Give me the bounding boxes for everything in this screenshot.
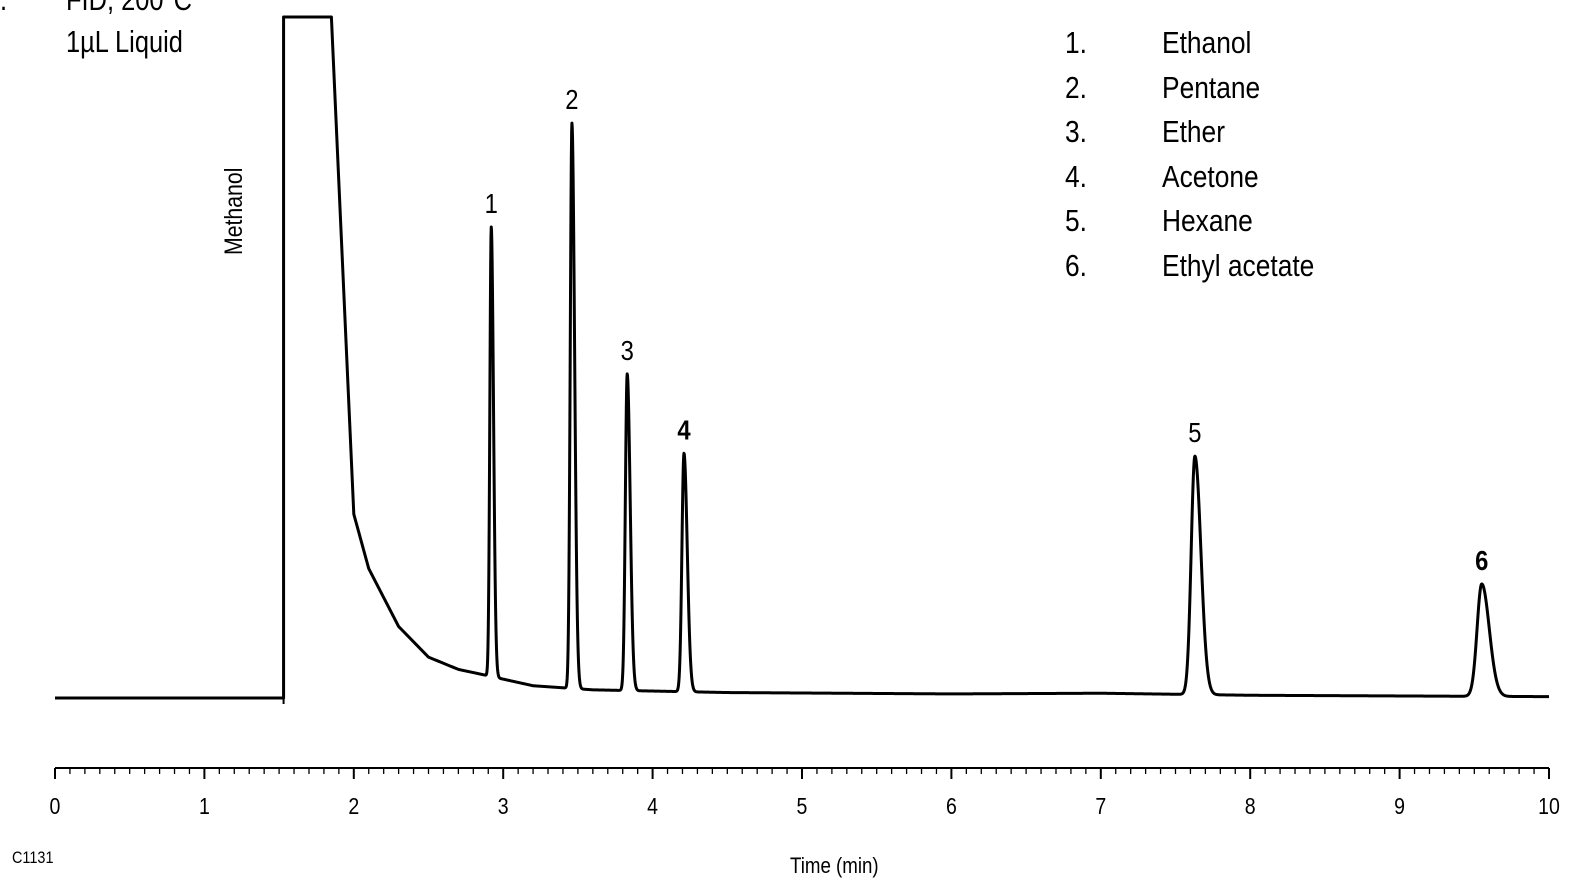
peak-number-label: 6 xyxy=(1475,544,1488,576)
x-tick-label: 8 xyxy=(1245,794,1256,820)
legend-number: 4. xyxy=(1065,158,1087,194)
legend-compound: Ether xyxy=(1162,114,1225,149)
x-tick-label: 5 xyxy=(797,794,808,820)
chromatogram-trace-group xyxy=(55,15,1551,704)
chromatogram-trace xyxy=(55,15,1551,700)
x-tick-label: 0 xyxy=(50,794,61,820)
time-axis: 0 1 2 3 4 5 6 7 8 9 10 xyxy=(50,767,1560,820)
x-tick-label: 2 xyxy=(348,794,359,820)
peak-number-label: 1 xyxy=(485,187,498,219)
legend-compound: Ethanol xyxy=(1162,25,1252,60)
peak-number-label: 2 xyxy=(565,83,578,115)
x-tick-label: 1 xyxy=(199,794,210,820)
legend-number: 1. xyxy=(1065,25,1087,60)
peak-number-label: 3 xyxy=(621,334,634,366)
x-tick-label: 6 xyxy=(946,794,957,820)
x-tick-label: 9 xyxy=(1394,794,1405,820)
peak-labels: 1 2 3 4 5 6 xyxy=(485,83,1489,576)
x-tick-label: 7 xyxy=(1095,794,1106,820)
x-tick-label: 3 xyxy=(498,794,509,820)
peak-number-label: 5 xyxy=(1188,416,1201,448)
legend-number: 2. xyxy=(1065,69,1087,105)
legend-compound: Hexane xyxy=(1162,203,1253,238)
legend-compound: Ethyl acetate xyxy=(1162,247,1315,283)
x-axis-title: Time (min) xyxy=(790,853,879,878)
conditions-detector: FID, 200°C xyxy=(66,0,192,15)
legend-number: 5. xyxy=(1065,203,1087,238)
legend-compound: Acetone xyxy=(1162,158,1259,194)
legend-number: 6. xyxy=(1065,247,1087,283)
legend-compound: Pentane xyxy=(1162,69,1261,105)
peak-number-label: 4 xyxy=(677,413,691,445)
figure-code: C1131 xyxy=(12,848,54,867)
legend-number: 3. xyxy=(1065,114,1087,149)
x-tick-label: 10 xyxy=(1538,794,1560,820)
conditions-bullet: . xyxy=(0,0,7,15)
conditions-injection: 1µL Liquid xyxy=(66,24,183,59)
x-tick-label: 4 xyxy=(647,794,658,820)
